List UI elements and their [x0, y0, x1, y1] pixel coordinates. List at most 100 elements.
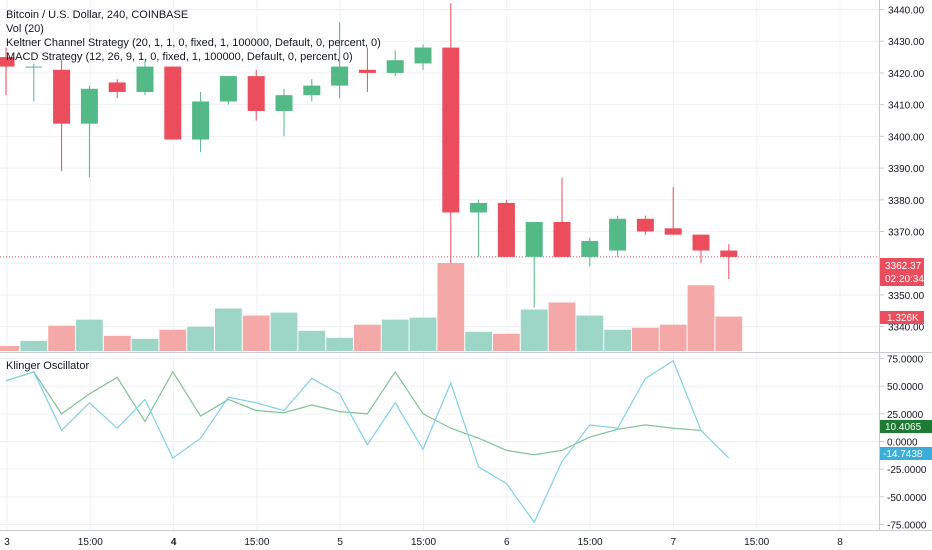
osc-tick-label: 25.0000 — [887, 410, 924, 421]
time-tick-label: 15:00 — [411, 537, 436, 548]
osc-tick-label: 0.0000 — [887, 438, 918, 449]
volume-bar — [576, 315, 604, 351]
time-tick-label: 15:00 — [744, 537, 769, 548]
candle-body[interactable] — [53, 69, 71, 124]
osc-value-tag-bg — [880, 447, 932, 460]
volume-bar — [604, 329, 631, 351]
price-tick-label: 3430.00 — [888, 37, 925, 48]
time-tick-label: 15:00 — [578, 537, 603, 548]
volume-bar — [215, 308, 242, 351]
candle-body[interactable] — [636, 218, 654, 232]
candle-body[interactable] — [553, 221, 571, 257]
chart-legend: Bitcoin / U.S. Dollar, 240, COINBASE Vol… — [6, 8, 381, 64]
candle-body[interactable] — [720, 250, 738, 257]
osc-signal-tag-bg — [880, 420, 932, 433]
osc-tick-label: -75.0000 — [887, 520, 927, 531]
candle-body[interactable] — [192, 101, 210, 140]
volume-bar — [520, 309, 548, 351]
candle-body[interactable] — [414, 47, 432, 64]
candle-body[interactable] — [442, 47, 460, 213]
candle-body[interactable] — [80, 88, 98, 124]
price-tick-label: 3370.00 — [888, 227, 925, 238]
volume-bar — [187, 326, 214, 351]
klinger-signal-line — [5, 370, 702, 456]
price-tick-label: 3350.00 — [888, 291, 925, 302]
candle-body[interactable] — [358, 69, 376, 73]
time-tick-label: 6 — [504, 537, 510, 548]
price-tick-label: 3340.00 — [888, 323, 925, 334]
volume-tag: 1.326K — [880, 311, 924, 324]
osc-signal-value: 10.4065 — [885, 422, 922, 433]
volume-bar — [548, 302, 576, 351]
osc-tick-label: -25.0000 — [887, 465, 927, 476]
volume-bar — [159, 329, 187, 351]
osc-tick-label: -50.0000 — [887, 493, 927, 504]
volume-bar — [20, 340, 48, 351]
price-tick-label: 3440.00 — [888, 6, 925, 17]
last-price-value: 3362.37 — [885, 261, 922, 272]
volume-bar — [242, 315, 270, 351]
price-tick-label: 3390.00 — [888, 164, 925, 175]
osc-y-axis-ticks: 75.0000 50.0000 25.0000 0.0000 -25.0000 -50.0… — [879, 355, 927, 531]
time-tick-label: 7 — [671, 537, 677, 548]
candle-body[interactable] — [497, 202, 515, 257]
volume-bar — [659, 324, 687, 351]
price-tick-label: 3400.00 — [888, 132, 925, 143]
volume-bar — [326, 337, 353, 351]
oscillator-legend[interactable]: Klinger Oscillator — [6, 359, 89, 373]
volume-bar — [354, 324, 381, 351]
candle-body[interactable] — [164, 66, 182, 140]
time-tick-label: 15:00 — [78, 537, 103, 548]
last-price-tag: 3362.37 02:20:34 — [880, 258, 924, 286]
volume-bars — [0, 263, 743, 351]
volume-bar — [48, 325, 75, 351]
candle-body[interactable] — [664, 228, 682, 235]
candle-body[interactable] — [386, 60, 404, 73]
volume-bar — [76, 319, 103, 351]
y-axis-ticks: 3340.003350.003360.003370.003380.003390.… — [879, 6, 925, 334]
candle-body[interactable] — [219, 76, 237, 102]
oscillator-title[interactable]: Klinger Oscillator — [6, 360, 90, 372]
volume-bar — [687, 285, 715, 351]
candle-body[interactable] — [247, 76, 265, 111]
osc-tick-label: 75.0000 — [887, 355, 924, 366]
price-tick-label: 3380.00 — [888, 196, 925, 207]
symbol-title[interactable]: Bitcoin / U.S. Dollar, 240, COINBASE — [6, 9, 189, 21]
candle-body[interactable] — [581, 241, 599, 257]
volume-bar — [0, 345, 20, 351]
klinger-lines — [5, 359, 730, 524]
candle-body[interactable] — [609, 218, 627, 251]
candle-body[interactable] — [275, 95, 293, 111]
volume-bar — [465, 331, 492, 351]
osc-tick-label: 50.0000 — [887, 382, 924, 393]
candle-body[interactable] — [331, 66, 349, 86]
candle-body[interactable] — [25, 66, 43, 68]
volume-bar — [381, 319, 409, 351]
legend-keltner-strategy[interactable]: Keltner Channel Strategy (20, 1, 1, 0, f… — [6, 37, 381, 49]
candlesticks — [0, 3, 738, 308]
volume-bar — [409, 317, 437, 351]
klinger-oscillator-line — [5, 359, 730, 524]
x-axis-ticks: 3 15:00 4 15:00 5 15:00 6 15:00 7 15:00 8 — [4, 537, 843, 548]
last-price-tag-bg — [880, 258, 924, 286]
candle-body[interactable] — [303, 85, 321, 96]
legend-macd-strategy[interactable]: MACD Strategy (12, 26, 9, 1, 0, fixed, 1… — [6, 51, 353, 63]
price-tick-label: 3410.00 — [888, 101, 925, 112]
osc-signal-tag: 10.4065 — [880, 420, 932, 433]
time-tick-label: 8 — [837, 537, 843, 548]
candle-body[interactable] — [136, 66, 154, 92]
candle-body[interactable] — [0, 57, 15, 67]
time-tick-label: 4 — [171, 537, 177, 548]
volume-value: 1.326K — [887, 313, 919, 324]
candle-body[interactable] — [108, 82, 126, 92]
candle-body[interactable] — [470, 202, 488, 213]
osc-current-value: -14.7438 — [883, 449, 923, 460]
time-tick-label: 5 — [337, 537, 343, 548]
time-tick-label: 15:00 — [244, 537, 269, 548]
volume-bar — [632, 327, 659, 351]
legend-volume[interactable]: Vol (20) — [6, 23, 44, 35]
candle-body[interactable] — [525, 221, 543, 257]
grid-lines — [0, 0, 879, 530]
candle-body[interactable] — [692, 234, 710, 251]
